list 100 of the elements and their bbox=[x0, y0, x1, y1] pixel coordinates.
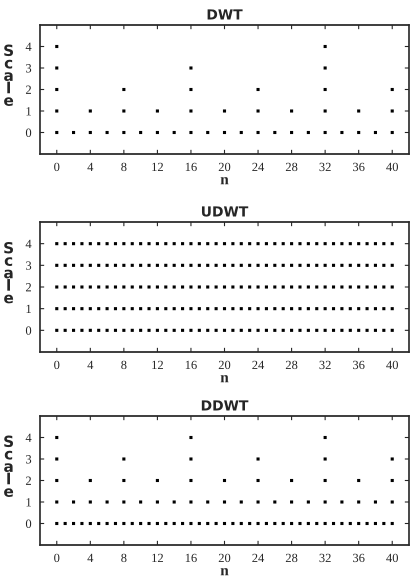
y-tick-label: 2 bbox=[26, 283, 31, 292]
point bbox=[248, 285, 252, 289]
point bbox=[181, 522, 184, 526]
x-tick-label: 12 bbox=[152, 162, 163, 172]
point bbox=[298, 264, 302, 267]
point bbox=[214, 264, 218, 267]
point bbox=[240, 285, 243, 289]
point bbox=[231, 242, 234, 246]
point bbox=[357, 522, 360, 526]
point bbox=[306, 328, 310, 332]
point bbox=[390, 88, 394, 92]
point bbox=[231, 307, 234, 310]
point bbox=[340, 328, 344, 332]
point bbox=[198, 307, 201, 310]
point bbox=[306, 500, 310, 504]
point bbox=[189, 457, 193, 461]
point bbox=[55, 242, 58, 246]
point bbox=[332, 522, 336, 526]
point bbox=[164, 328, 168, 332]
point bbox=[273, 242, 276, 246]
point bbox=[248, 242, 252, 246]
chart-title: UDWT bbox=[202, 206, 248, 217]
point bbox=[264, 307, 268, 310]
point bbox=[80, 285, 84, 289]
point bbox=[97, 522, 100, 526]
y-tick-label: 4 bbox=[26, 240, 32, 248]
y-tick-label: 2 bbox=[26, 476, 31, 485]
point bbox=[256, 264, 260, 267]
point bbox=[72, 285, 76, 289]
point bbox=[324, 44, 327, 48]
point bbox=[172, 242, 176, 246]
point bbox=[382, 285, 386, 289]
point bbox=[290, 307, 294, 310]
point bbox=[290, 130, 294, 134]
point bbox=[290, 242, 294, 246]
point bbox=[189, 66, 193, 70]
point bbox=[214, 328, 218, 332]
point bbox=[240, 264, 243, 267]
point bbox=[55, 285, 58, 289]
point bbox=[324, 436, 327, 440]
point bbox=[139, 500, 142, 504]
point bbox=[332, 285, 336, 289]
point bbox=[172, 500, 176, 504]
point bbox=[390, 457, 394, 461]
point bbox=[198, 264, 201, 267]
x-tick-label: 20 bbox=[218, 554, 230, 562]
point bbox=[130, 264, 134, 267]
point bbox=[122, 242, 126, 246]
point bbox=[222, 285, 226, 289]
point bbox=[390, 130, 394, 134]
point bbox=[374, 522, 378, 526]
point bbox=[64, 522, 67, 526]
x-tick-label: 32 bbox=[319, 554, 331, 562]
point bbox=[324, 478, 327, 482]
point bbox=[172, 285, 176, 289]
point bbox=[72, 264, 76, 267]
point bbox=[88, 285, 92, 289]
point bbox=[164, 307, 168, 310]
point bbox=[156, 478, 159, 482]
point bbox=[256, 109, 260, 113]
x-tick-label: 0 bbox=[54, 162, 60, 172]
point bbox=[139, 242, 142, 246]
point bbox=[106, 328, 109, 332]
point bbox=[130, 328, 134, 332]
point bbox=[264, 328, 268, 332]
point bbox=[214, 285, 218, 289]
point bbox=[198, 328, 201, 332]
point bbox=[106, 307, 109, 310]
point bbox=[206, 328, 210, 332]
point bbox=[324, 307, 327, 310]
point bbox=[374, 285, 378, 289]
point bbox=[282, 522, 285, 526]
point bbox=[390, 264, 394, 267]
point bbox=[64, 307, 67, 310]
point bbox=[222, 500, 226, 504]
point bbox=[264, 522, 268, 526]
point bbox=[122, 130, 126, 134]
point bbox=[256, 130, 260, 134]
point bbox=[382, 307, 386, 310]
point bbox=[156, 130, 159, 134]
y-tick-label: 0 bbox=[26, 326, 32, 335]
point bbox=[298, 242, 302, 246]
point bbox=[206, 242, 210, 246]
x-tick-label: 12 bbox=[152, 554, 163, 562]
point bbox=[390, 478, 394, 482]
point bbox=[273, 264, 276, 267]
point bbox=[222, 478, 226, 482]
point bbox=[324, 328, 327, 332]
point bbox=[88, 130, 92, 134]
point bbox=[357, 478, 360, 482]
point bbox=[55, 478, 58, 482]
point bbox=[106, 285, 109, 289]
point bbox=[189, 88, 193, 92]
point bbox=[130, 522, 134, 526]
x-axis-title: n bbox=[220, 177, 229, 184]
point bbox=[114, 522, 118, 526]
point bbox=[164, 285, 168, 289]
point bbox=[273, 307, 276, 310]
point bbox=[390, 109, 394, 113]
point bbox=[340, 522, 344, 526]
